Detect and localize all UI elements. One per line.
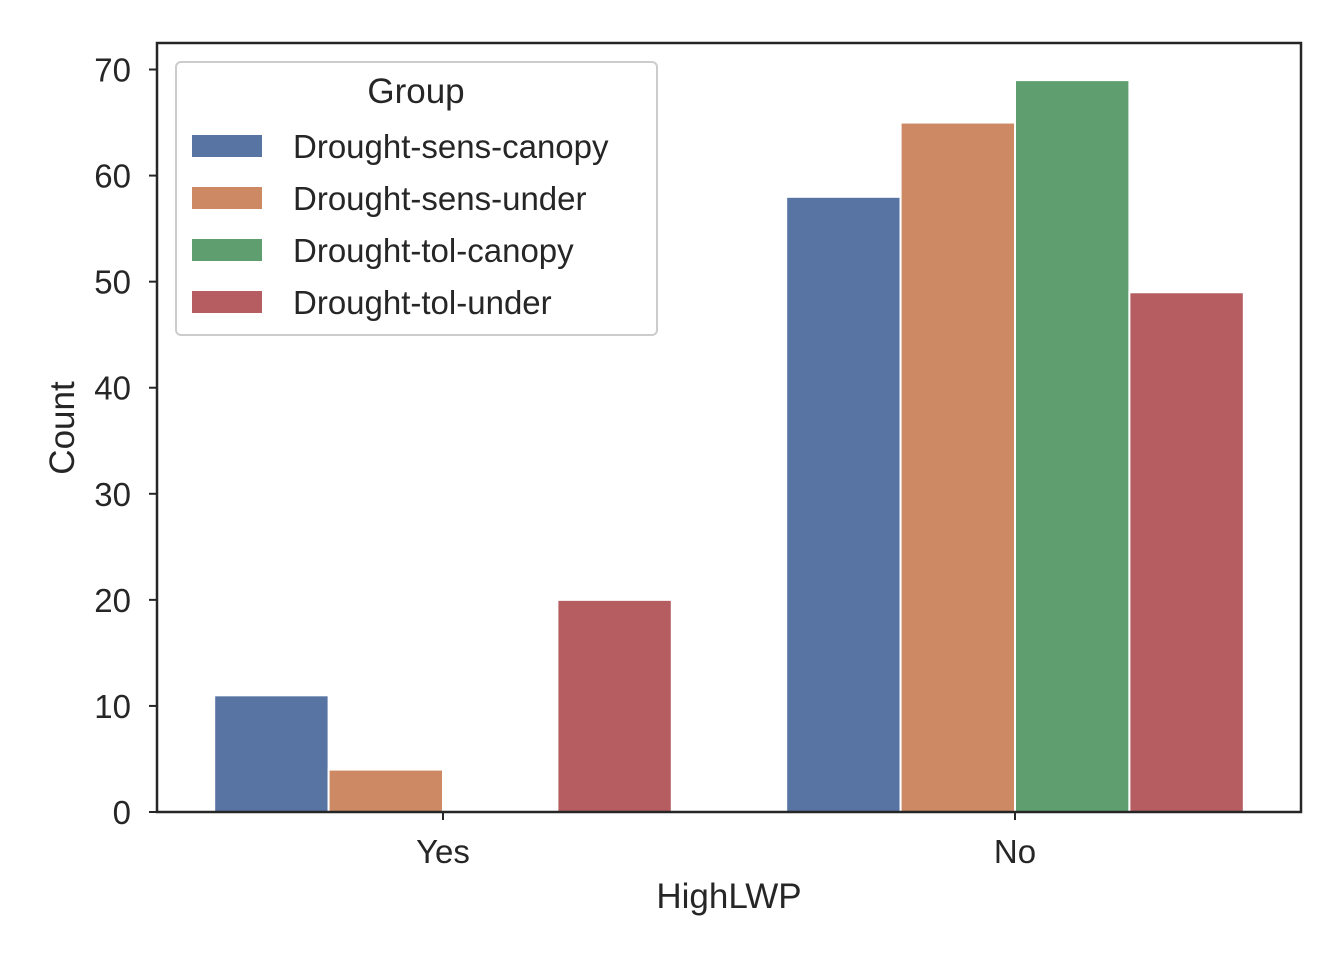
y-tick-label: 70 (94, 52, 131, 89)
legend: Group Drought-sens-canopy Drought-sens-un… (175, 61, 658, 336)
bar-no-drought-sens-canopy (785, 195, 902, 814)
y-tick-label: 60 (94, 158, 131, 195)
bar-no-drought-tol-under (1128, 291, 1245, 813)
legend-swatch (192, 291, 262, 313)
legend-swatch (192, 135, 262, 157)
bar-yes-drought-tol-under (556, 598, 673, 813)
y-tick-label: 10 (94, 688, 131, 725)
x-tick-label: Yes (416, 833, 470, 870)
bar-no-drought-sens-under (899, 121, 1016, 814)
x-axis-label: HighLWP (656, 877, 801, 916)
legend-box (175, 61, 658, 336)
legend-label: Drought-tol-canopy (293, 232, 574, 269)
legend-items: Drought-sens-canopy Drought-sens-under Dro… (192, 128, 609, 321)
y-tick-label: 20 (94, 582, 131, 619)
bar-yes-drought-sens-canopy (213, 694, 330, 814)
y-axis-label: Count (43, 381, 82, 475)
legend-label: Drought-sens-under (293, 180, 587, 217)
bar-no-drought-tol-canopy (1014, 79, 1131, 813)
plot-frame (155, 41, 1303, 814)
y-axis-ticks: 0 10 20 30 40 50 60 70 (94, 52, 157, 831)
bars-layer (213, 79, 1245, 814)
x-tick-label: No (994, 833, 1036, 870)
legend-swatch (192, 239, 262, 261)
bar-yes-drought-sens-under (327, 768, 445, 813)
legend-swatch (192, 187, 262, 209)
y-tick-label: 50 (94, 264, 131, 301)
y-tick-label: 40 (94, 370, 131, 407)
y-tick-label: 0 (113, 794, 131, 831)
x-axis-ticks: Yes No (416, 812, 1036, 870)
legend-label: Drought-tol-under (293, 284, 552, 321)
legend-title: Group (367, 72, 464, 111)
y-tick-label: 30 (94, 476, 131, 513)
legend-label: Drought-sens-canopy (293, 128, 609, 165)
